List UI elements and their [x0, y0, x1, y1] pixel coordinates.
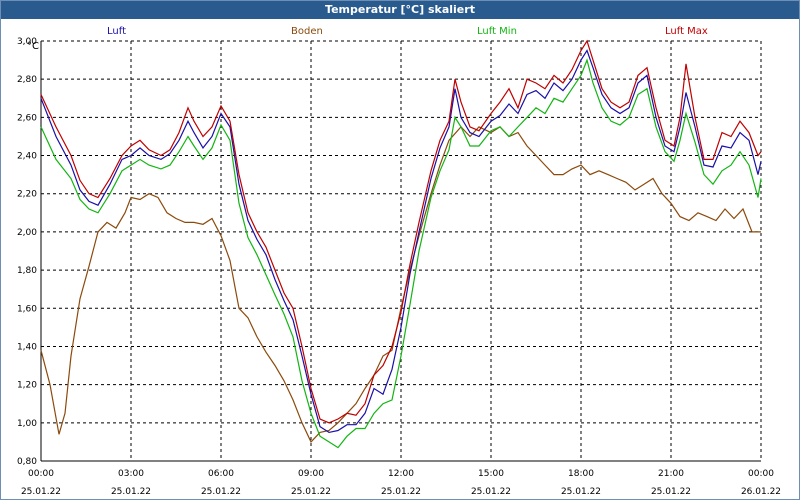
- y-tick-label: 1,40: [17, 342, 37, 352]
- x-tick-time: 03:00: [118, 469, 144, 479]
- x-tick-date: 25.01.22: [651, 487, 691, 497]
- series-line-luft-max: [40, 39, 762, 424]
- y-tick-label: 1,60: [17, 304, 37, 314]
- series-line-luft-min: [40, 58, 762, 449]
- y-tick-label: 0,80: [17, 457, 37, 467]
- x-tick-date: 25.01.22: [111, 487, 151, 497]
- y-tick-label: 2,60: [17, 113, 37, 123]
- y-tick-label: 1,80: [17, 266, 37, 276]
- legend-luft-min: Luft Min: [477, 26, 517, 37]
- x-tick-date: 25.01.22: [471, 487, 511, 497]
- x-tick-time: 18:00: [568, 469, 594, 479]
- legend-boden: Boden: [291, 26, 323, 37]
- y-tick-label: 2,20: [17, 190, 37, 200]
- legend-luft: Luft: [107, 26, 126, 37]
- y-tick-label: 3,00: [17, 37, 37, 47]
- x-tick-date: 25.01.22: [561, 487, 601, 497]
- x-tick-date: 26.01.22: [741, 487, 781, 497]
- y-tick-label: 2,40: [17, 152, 37, 162]
- x-tick-time: 15:00: [478, 469, 504, 479]
- series-line-boden: [40, 126, 761, 443]
- x-tick-time: 21:00: [658, 469, 684, 479]
- x-tick-date: 25.01.22: [381, 487, 421, 497]
- x-tick-time: 06:00: [208, 469, 234, 479]
- legend-luft-max: Luft Max: [665, 26, 708, 37]
- y-tick-label: 2,80: [17, 75, 37, 85]
- x-tick-date: 25.01.22: [291, 487, 331, 497]
- window-title: Temperatur [°C] skaliert: [1, 1, 799, 19]
- series-line-luft: [40, 49, 762, 434]
- x-tick-time: 09:00: [298, 469, 324, 479]
- x-tick-time: 00:00: [28, 469, 54, 479]
- y-tick-label: 1,00: [17, 419, 37, 429]
- x-tick-date: 25.01.22: [21, 487, 61, 497]
- x-tick-time: 12:00: [388, 469, 414, 479]
- y-tick-label: 1,20: [17, 381, 37, 391]
- y-tick-label: 2,00: [17, 228, 37, 238]
- x-tick-time: 00:00: [748, 469, 774, 479]
- x-tick-date: 25.01.22: [201, 487, 241, 497]
- y-axis-unit: °C: [27, 41, 39, 52]
